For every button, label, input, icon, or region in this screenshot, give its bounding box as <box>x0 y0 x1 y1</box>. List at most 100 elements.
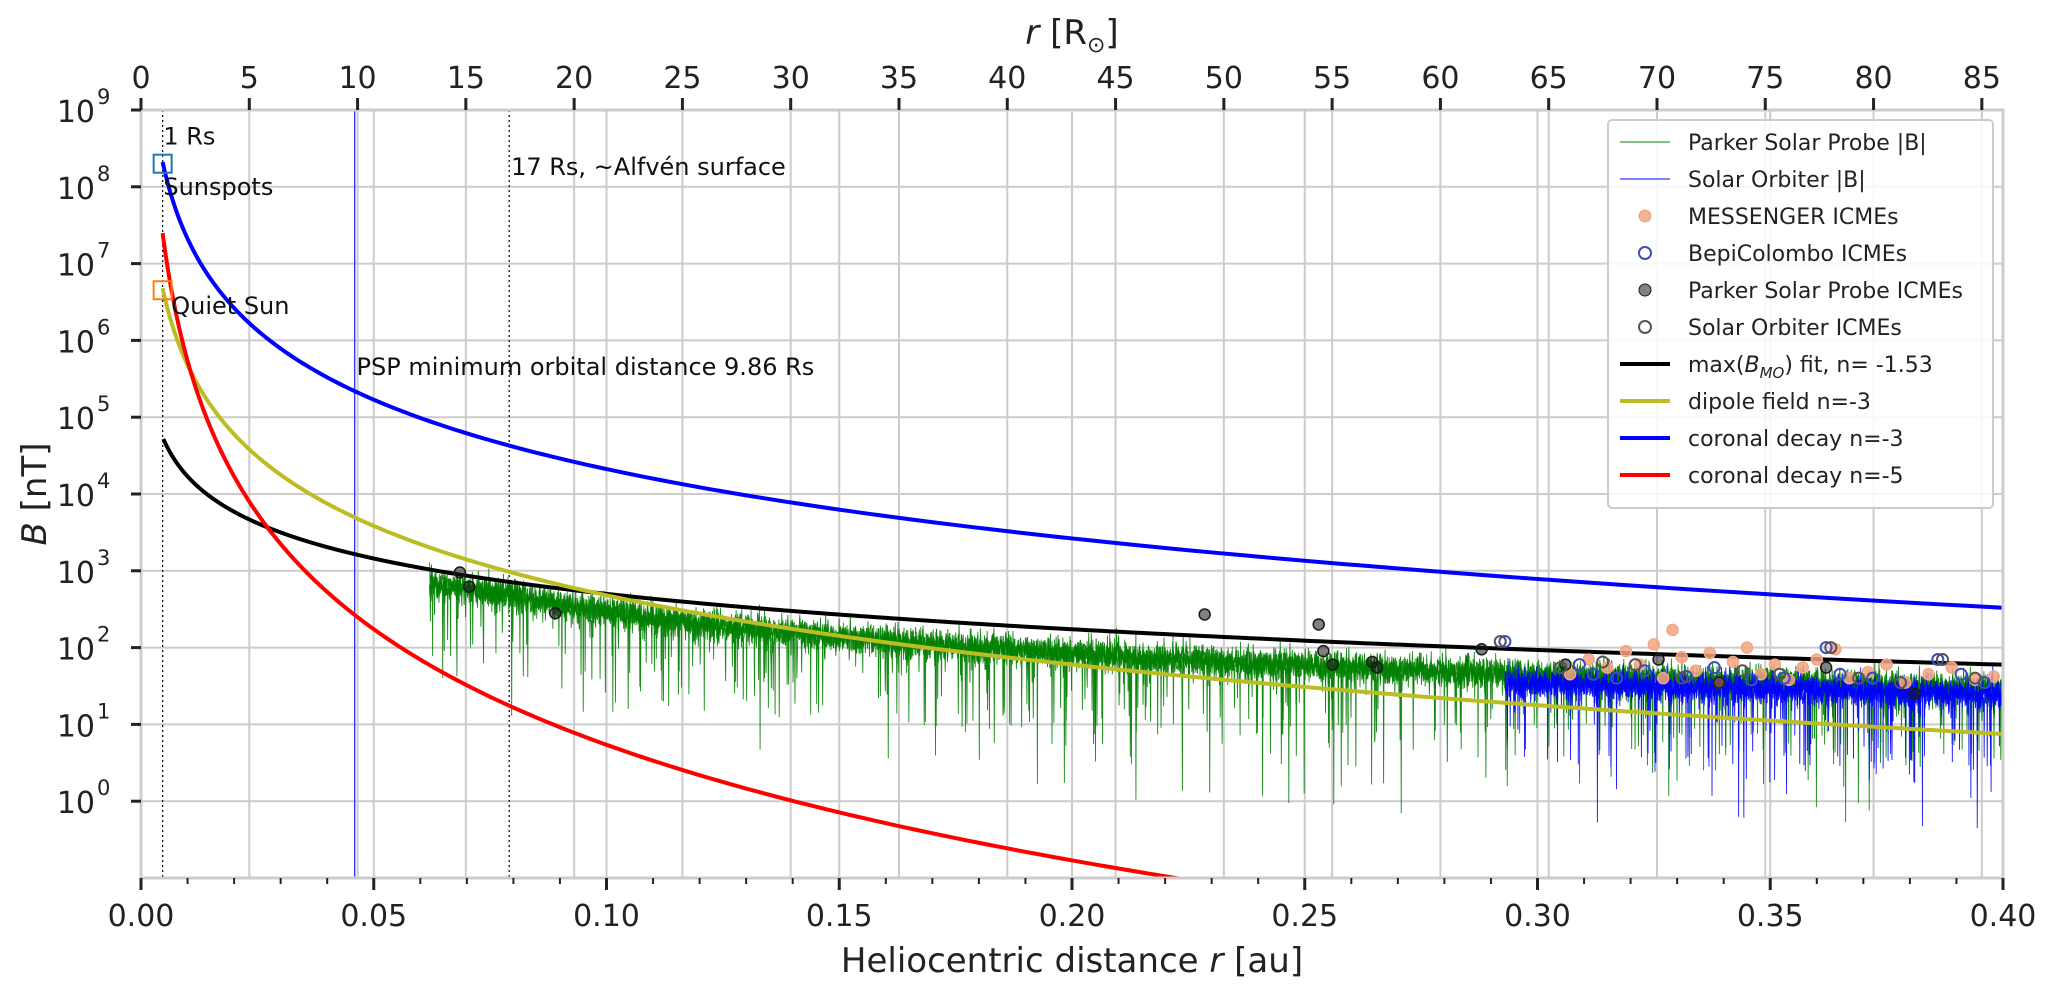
axis-titles: Heliocentric distance r [au] r [R⊙] B [nT] <box>15 13 1303 981</box>
top-tick-label-4: 20 <box>555 61 593 96</box>
y-tick-label-5: 10 <box>57 402 95 437</box>
y-tick-exponent-4: 4 <box>97 469 110 493</box>
y-tick-exponent-9: 9 <box>97 85 110 109</box>
y-tick-label-3: 10 <box>57 556 95 591</box>
point <box>453 566 467 579</box>
point <box>1968 671 1982 685</box>
series-solar-orbiter-icmes <box>1493 635 1982 690</box>
point <box>1894 676 1908 690</box>
point <box>1652 653 1665 666</box>
legend-swatch <box>1638 283 1652 297</box>
point <box>1796 661 1810 674</box>
point <box>1572 658 1586 672</box>
top-tick-label-16: 80 <box>1854 61 1892 96</box>
legend-label: Parker Solar Probe |B| <box>1688 131 1927 156</box>
point <box>1703 646 1716 660</box>
legend-entry-6: max(BMO) fit, n= -1.53 <box>1620 353 1933 382</box>
point <box>1675 650 1689 664</box>
legend-swatch <box>1638 246 1652 260</box>
legend-label: Parker Solar Probe ICMEs <box>1688 279 1963 304</box>
legend-label: Solar Orbiter ICMEs <box>1688 316 1902 341</box>
y-tick-label-2: 10 <box>57 633 95 668</box>
legend-label: MESSENGER ICMEs <box>1688 205 1899 230</box>
y-tick-exponent-0: 0 <box>97 776 110 800</box>
point <box>1954 667 1968 681</box>
top-tick-label-17: 85 <box>1963 61 2001 96</box>
point <box>1596 655 1610 669</box>
top-tick-label-9: 45 <box>1096 61 1134 96</box>
x-tick-label-7: 0.35 <box>1737 899 1804 934</box>
point <box>1619 644 1633 658</box>
axes: 0.00 0.05 0.10 0.15 0.20 0.25 0.30 0.35 0.400 5 10… <box>57 61 2037 934</box>
legend-entry-9: coronal decay n=-5 <box>1620 464 1904 489</box>
point <box>1880 658 1893 671</box>
point <box>1866 671 1880 685</box>
point <box>1931 652 1945 666</box>
top-tick-label-12: 60 <box>1421 61 1459 96</box>
top-tick-label-13: 65 <box>1530 61 1568 96</box>
top-tick-label-8: 40 <box>988 61 1026 96</box>
point <box>1707 661 1721 675</box>
top-tick-label-14: 70 <box>1638 61 1676 96</box>
x-tick-label-2: 0.10 <box>573 899 640 934</box>
data-layer <box>160 161 2003 878</box>
point <box>1754 667 1768 681</box>
marker-layer <box>152 153 173 301</box>
y-tick-exponent-8: 8 <box>97 162 110 186</box>
point <box>1740 641 1754 654</box>
top-tick-label-11: 55 <box>1313 61 1351 96</box>
point <box>1922 667 1935 681</box>
y-tick-label-0: 10 <box>57 786 95 821</box>
y-tick-label-6: 10 <box>57 325 95 360</box>
annotation-4: PSP minimum orbital distance 9.86 Rs <box>357 353 815 381</box>
x-tick-label-5: 0.25 <box>1271 899 1338 934</box>
annotation-0: 1 Rs <box>163 123 215 151</box>
point <box>1666 623 1679 637</box>
legend-box <box>1607 119 1994 509</box>
legend-entry-2: MESSENGER ICMEs <box>1638 205 1899 230</box>
y-tick-label-1: 10 <box>57 709 95 744</box>
point <box>1317 644 1330 658</box>
annotation-layer: 1 Rs Sunspots Quiet Sun 17 Rs, ~Alfvén surf… <box>163 123 814 381</box>
reference-lines <box>162 110 510 878</box>
top-axis-title: r [R⊙] <box>1025 13 1118 58</box>
point <box>1745 673 1759 687</box>
legend-label: coronal decay n=-3 <box>1688 427 1904 452</box>
y-tick-exponent-2: 2 <box>97 623 110 647</box>
top-tick-label-0: 0 <box>131 61 150 96</box>
curve-max-b-mo-fit-n-1-53 <box>161 438 2003 667</box>
top-tick-label-10: 50 <box>1205 61 1243 96</box>
top-tick-label-6: 30 <box>772 61 810 96</box>
legend-entry-3: BepiColombo ICMEs <box>1638 242 1907 267</box>
top-tick-label-7: 35 <box>880 61 918 96</box>
point <box>1689 664 1703 677</box>
point <box>1586 667 1600 681</box>
point <box>1198 608 1211 621</box>
point <box>1628 658 1642 672</box>
x-tick-label-3: 0.15 <box>806 899 873 934</box>
legend-label: Solar Orbiter |B| <box>1688 168 1866 193</box>
annotation-2: Quiet Sun <box>171 292 289 320</box>
top-tick-label-3: 15 <box>447 61 485 96</box>
point <box>1370 661 1384 674</box>
y-tick-label-4: 10 <box>57 479 95 514</box>
legend-label: BepiColombo ICMEs <box>1688 242 1907 267</box>
curve-coronal-decay-n-3 <box>160 161 2003 610</box>
legend-entry-8: coronal decay n=-3 <box>1620 427 1904 452</box>
point <box>1773 667 1787 681</box>
legend: Parker Solar Probe |B| Solar Orbiter |B| M… <box>1607 119 1994 509</box>
point <box>1833 667 1847 681</box>
y-tick-exponent-1: 1 <box>97 699 110 723</box>
x-axis-title: Heliocentric distance r [au] <box>841 941 1303 981</box>
legend-entry-1: Solar Orbiter |B| <box>1620 168 1866 193</box>
legend-swatch <box>1638 209 1652 223</box>
y-tick-exponent-6: 6 <box>97 315 110 339</box>
point <box>462 580 476 593</box>
y-tick-exponent-5: 5 <box>97 392 110 416</box>
x-tick-label-1: 0.05 <box>340 899 407 934</box>
point <box>1610 671 1624 685</box>
point <box>1475 643 1488 656</box>
x-tick-label-4: 0.20 <box>1039 899 1106 934</box>
point <box>1987 670 2000 683</box>
